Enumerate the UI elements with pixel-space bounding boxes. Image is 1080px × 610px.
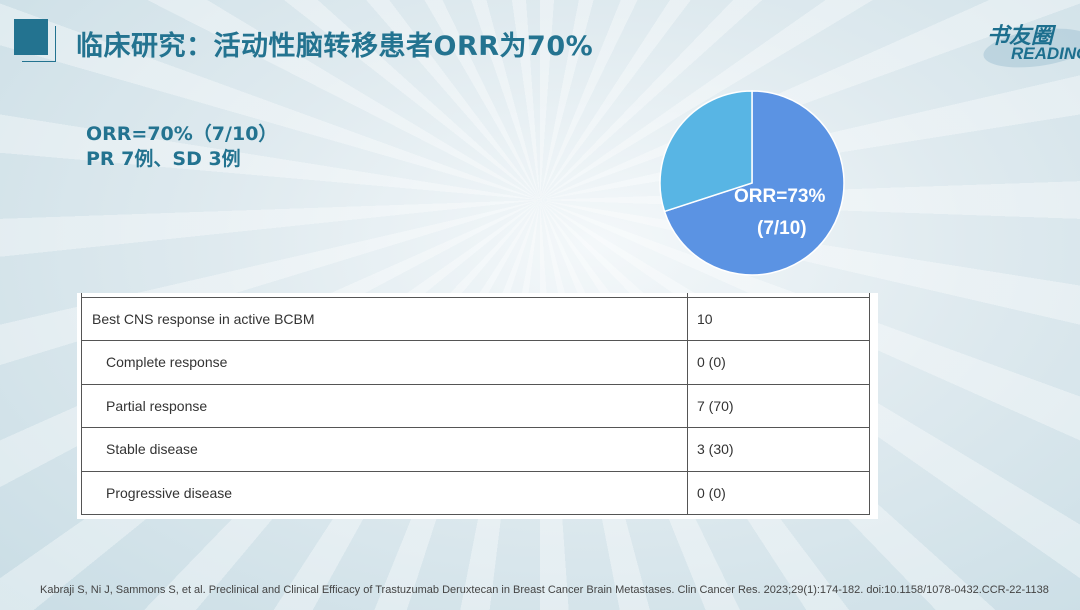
page-title: 临床研究：活动性脑转移患者ORR为70% <box>76 31 594 62</box>
row-label: Progressive disease <box>81 470 688 515</box>
table-row: Complete response 0 (0) <box>81 340 870 385</box>
title-decoration-square <box>14 19 48 55</box>
row-label: Best CNS response in active BCBM <box>81 296 688 341</box>
logo: 书友圈 READING <box>975 16 1080 76</box>
logo-en: READING <box>1011 44 1080 63</box>
response-table: Best CNS response in active BCBM 10 Comple… <box>77 293 878 519</box>
pie-annotation-2: (7/10) <box>757 218 807 239</box>
row-label: Partial response <box>81 383 688 428</box>
pie-slice-0 <box>663 90 845 276</box>
row-value: 0 (0) <box>687 470 870 515</box>
citation: Kabraji S, Ni J, Sammons S, et al. Precl… <box>40 584 1049 596</box>
row-label: Complete response <box>81 340 688 385</box>
row-value: 0 (0) <box>687 340 870 385</box>
summary-orr: ORR=70%（7/10） <box>86 123 278 145</box>
logo-cn: 书友圈 <box>987 23 1054 48</box>
summary-breakdown: PR 7例、SD 3例 <box>86 148 241 170</box>
row-value: 3 (30) <box>687 427 870 472</box>
pie-annotation-1: ORR=73% <box>734 186 826 207</box>
pie-slice-1 <box>659 90 753 213</box>
pie-chart <box>659 90 845 276</box>
table-row: Stable disease 3 (30) <box>81 427 870 472</box>
table-row: Partial response 7 (70) <box>81 383 870 428</box>
table-row: Progressive disease 0 (0) <box>81 470 870 515</box>
row-label: Stable disease <box>81 427 688 472</box>
title-decoration-outline <box>22 26 56 62</box>
row-value: 10 <box>687 296 870 341</box>
summary: ORR=70%（7/10） PR 7例、SD 3例 <box>86 122 277 172</box>
table-row: Best CNS response in active BCBM 10 <box>81 296 870 341</box>
row-value: 7 (70) <box>687 383 870 428</box>
